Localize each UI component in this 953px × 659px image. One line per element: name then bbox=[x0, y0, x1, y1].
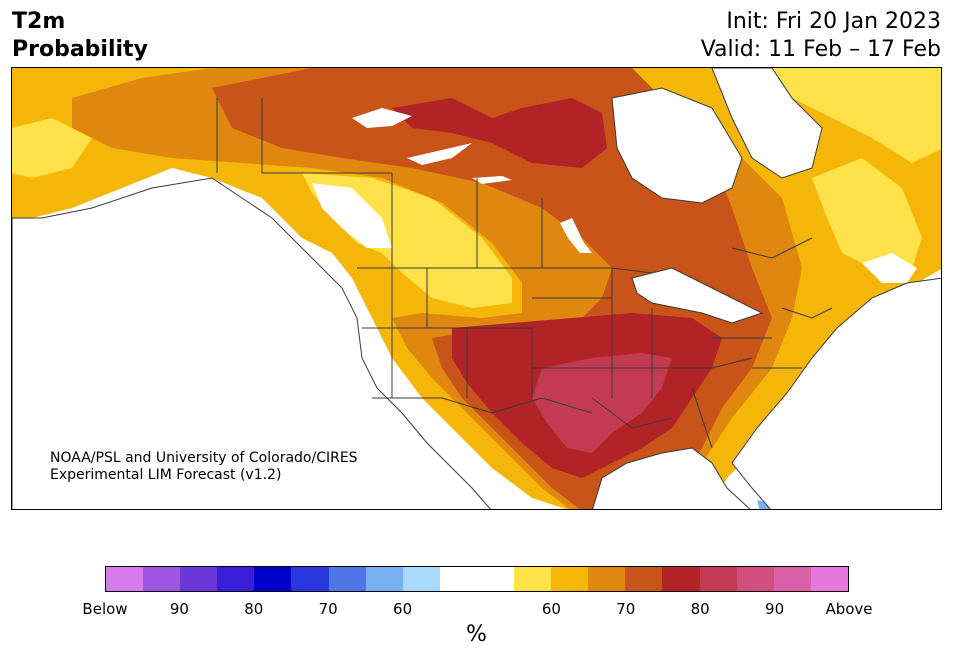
probability-region-60-greenland bbox=[772, 68, 941, 163]
gulf-of-mexico bbox=[592, 447, 751, 509]
colorbar-segment bbox=[291, 567, 329, 591]
colorbar-tick-label: Above bbox=[825, 600, 873, 618]
map-title: T2m Probability bbox=[12, 8, 148, 64]
colorbar-segment bbox=[588, 567, 626, 591]
probability-region-85 bbox=[532, 353, 672, 453]
baffin-sea bbox=[711, 68, 823, 179]
forecast-map: NOAA/PSL and University of Colorado/CIRE… bbox=[11, 67, 942, 510]
colorbar-segment bbox=[439, 567, 477, 591]
gulf-of-st-lawrence bbox=[862, 253, 917, 283]
map-canvas bbox=[12, 68, 941, 509]
colorbar-unit: % bbox=[466, 622, 487, 647]
atlantic-ocean bbox=[731, 277, 941, 509]
credit-text: NOAA/PSL and University of Colorado/CIRE… bbox=[50, 450, 358, 484]
pacific-ocean bbox=[12, 177, 491, 509]
credit-line-1: NOAA/PSL and University of Colorado/CIRE… bbox=[50, 450, 358, 466]
colorbar-segment bbox=[143, 567, 181, 591]
colorbar-segment bbox=[254, 567, 292, 591]
credit-line-2: Experimental LIM Forecast (v1.2) bbox=[50, 467, 282, 483]
colorbar-segment bbox=[106, 567, 144, 591]
forecast-dates: Init: Fri 20 Jan 2023 Valid: 11 Feb – 17… bbox=[701, 8, 941, 64]
colorbar-segment bbox=[662, 567, 700, 591]
colorbar-tick-label: 60 bbox=[541, 600, 561, 618]
hudson-bay bbox=[611, 87, 743, 204]
colorbar-tick-label: 60 bbox=[393, 600, 413, 618]
lake-athabasca bbox=[472, 176, 512, 184]
colorbar-segment bbox=[699, 567, 737, 591]
colorbar-tick-label: 90 bbox=[765, 600, 785, 618]
colorbar-segment bbox=[402, 567, 440, 591]
colorbar-segment bbox=[476, 567, 515, 591]
colorbar-segment bbox=[736, 567, 774, 591]
colorbar-tick-label: 70 bbox=[616, 600, 636, 618]
colorbar-tick-label: Below bbox=[82, 600, 128, 618]
variable-label: T2m bbox=[12, 9, 66, 34]
great-lakes bbox=[631, 267, 764, 324]
colorbar-segment bbox=[365, 567, 403, 591]
probability-region-60-quebec bbox=[812, 158, 922, 268]
great-bear-lake bbox=[352, 108, 412, 128]
colorbar-segment bbox=[810, 567, 848, 591]
colorbar-segment bbox=[217, 567, 255, 591]
colorbar-tick-label: 90 bbox=[169, 600, 189, 618]
great-slave-lake bbox=[407, 143, 472, 165]
political-borders bbox=[216, 98, 833, 449]
valid-date: Valid: 11 Feb – 17 Feb bbox=[700, 37, 941, 62]
colorbar-labels: Below 90 80 70 60 60 70 80 90 Above bbox=[82, 600, 872, 618]
colorbar-segment bbox=[773, 567, 811, 591]
probability-region-80-north bbox=[392, 98, 607, 168]
colorbar-tick-label: 80 bbox=[244, 600, 264, 618]
probability-region-60-alaska bbox=[12, 118, 92, 178]
colorbar-segment bbox=[551, 567, 589, 591]
colorbar bbox=[105, 566, 849, 592]
colorbar-tick-label: 70 bbox=[318, 600, 338, 618]
product-label: Probability bbox=[12, 37, 148, 62]
white-region-northwest bbox=[312, 183, 392, 248]
init-date: Init: Fri 20 Jan 2023 bbox=[726, 9, 941, 34]
lake-winnipeg bbox=[560, 218, 592, 253]
colorbar-tick-label: 80 bbox=[690, 600, 710, 618]
colorbar-segment bbox=[625, 567, 663, 591]
colorbar-segment bbox=[514, 567, 552, 591]
colorbar-segment bbox=[180, 567, 218, 591]
colorbar-segment bbox=[328, 567, 366, 591]
